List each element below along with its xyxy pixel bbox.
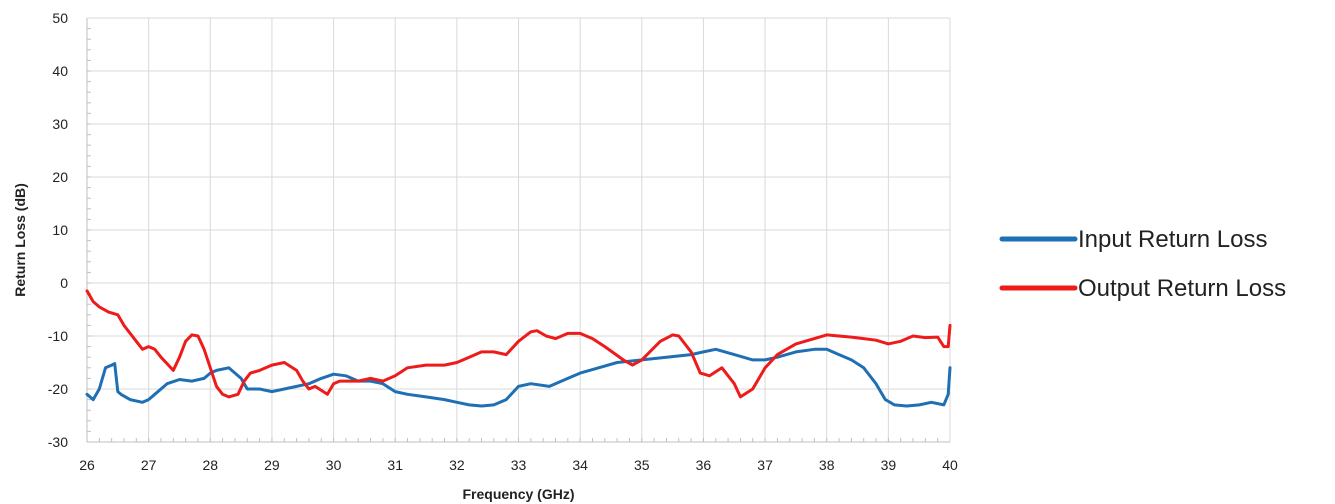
series-line-output-return-loss [85,289,952,399]
x-tick-label: 40 [942,457,958,473]
x-tick-label: 31 [387,457,403,473]
grid-layer [86,17,951,443]
legend-label-input-return-loss: Input Return Loss [1078,226,1267,253]
y-tick-label: 10 [52,222,68,238]
x-tick-label: 37 [757,457,773,473]
y-tick-label: 30 [52,116,68,132]
x-tick-label: 26 [79,457,95,473]
x-tick-label: 38 [819,457,835,473]
x-tick-label: 27 [141,457,157,473]
x-tick-label: 35 [634,457,650,473]
x-tick-label: 36 [696,457,712,473]
x-tick-label: 39 [881,457,897,473]
y-tick-label: -10 [48,328,68,344]
x-tick-label: 29 [264,457,280,473]
axis-layer [86,18,950,443]
y-tick-label: 0 [60,275,68,291]
y-tick-label: 40 [52,63,68,79]
y-tick-label: 50 [52,10,68,26]
x-tick-label: 33 [511,457,527,473]
y-tick-label: -30 [48,434,68,450]
legend-label-output-return-loss: Output Return Loss [1078,275,1286,302]
series-line-input-return-loss [85,347,952,408]
tick-layer: 26 27 28 29 30 31 32 33 34 35 36 37 38 39 40 -30 -20 -10 0… [48,10,958,473]
x-tick-label: 32 [449,457,465,473]
y-axis-title: Return Loss (dB) [12,183,28,297]
x-tick-label: 30 [326,457,342,473]
y-tick-label: -20 [48,381,68,397]
y-tick-label: 20 [52,169,68,185]
series-layer [85,289,952,408]
x-tick-label: 34 [572,457,588,473]
x-axis-title: Frequency (GHz) [462,486,574,502]
legend: Input Return Loss Output Return Loss [999,226,1286,302]
x-tick-label: 28 [202,457,218,473]
